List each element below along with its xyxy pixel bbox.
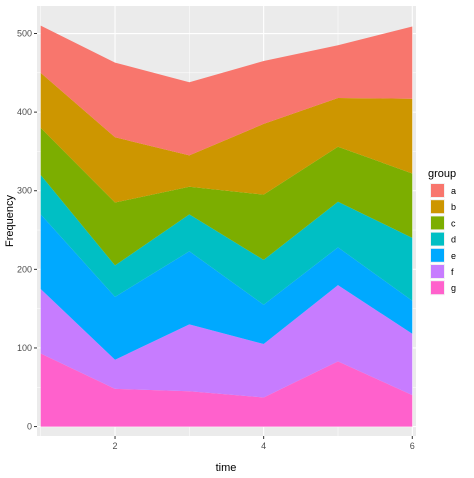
x-axis-title: time [216, 462, 237, 474]
y-tick-label: 500 [17, 29, 32, 39]
y-tick-label: 100 [17, 343, 32, 353]
legend-label-b: b [451, 202, 456, 212]
legend-key-d [431, 232, 444, 246]
y-tick-label: 0 [27, 422, 32, 432]
legend-key-c [431, 216, 444, 230]
area-layers [40, 25, 413, 427]
x-axis: 2 4 6 [113, 436, 415, 451]
y-tick-label: 400 [17, 107, 32, 117]
legend-key-g [431, 281, 444, 295]
y-tick-label: 200 [17, 264, 32, 274]
area-series-g [40, 353, 413, 427]
area-series-a [40, 25, 413, 156]
legend-key-a [431, 184, 444, 197]
area-series-c [40, 127, 413, 266]
legend-label-g: g [451, 283, 456, 293]
y-axis: 0 100 200 300 400 500 [17, 29, 37, 432]
area-series-f [40, 285, 413, 398]
y-tick-label: 300 [17, 186, 32, 196]
x-tick-label: 2 [113, 441, 118, 451]
area-series-e [40, 214, 413, 360]
legend-label-a: a [451, 186, 456, 196]
area-series-d [40, 175, 413, 305]
x-tick-label: 6 [410, 441, 415, 451]
legend-title: group [428, 168, 456, 180]
area-series-b [40, 72, 413, 203]
legend-label-c: c [451, 218, 456, 228]
y-axis-title: Frequency [4, 195, 16, 247]
legend-label-d: d [451, 235, 456, 245]
legend-key-b [431, 200, 444, 214]
legend-label-e: e [451, 251, 456, 261]
legend-key-f [431, 265, 444, 278]
legend-label-f: f [451, 267, 454, 277]
x-tick-label: 4 [261, 441, 266, 451]
legend-key-e [431, 248, 444, 262]
